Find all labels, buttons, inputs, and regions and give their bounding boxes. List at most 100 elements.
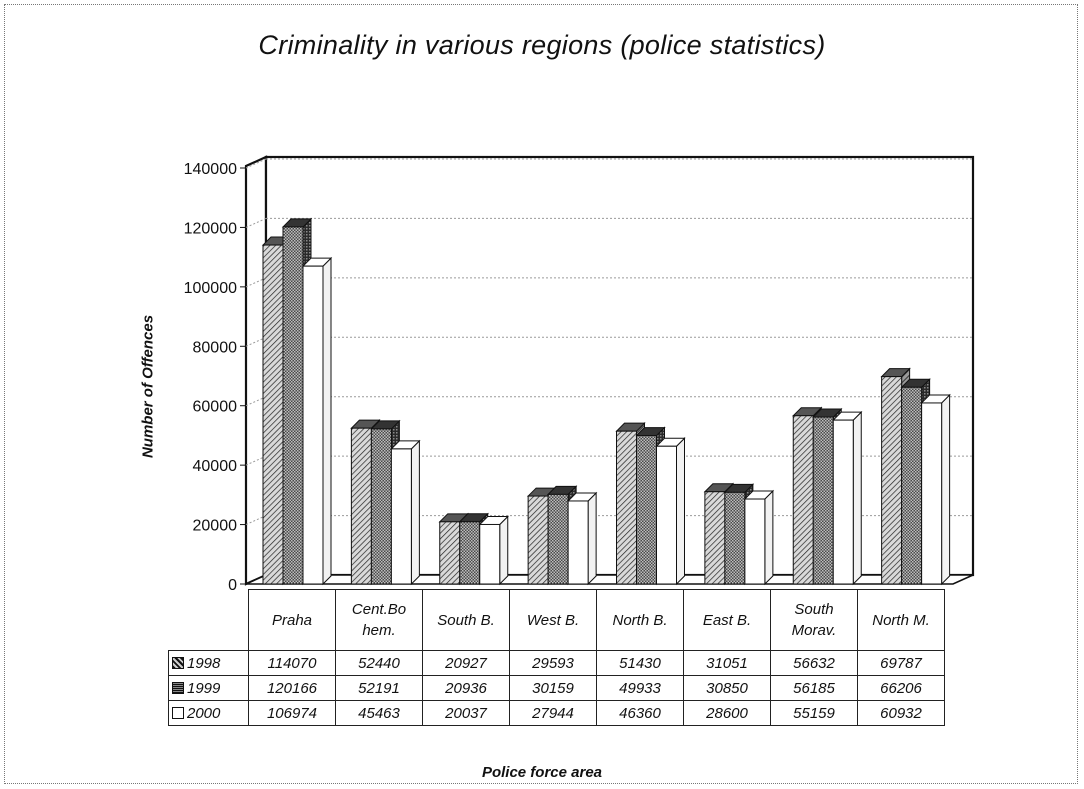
data-label: 30159 (509, 675, 597, 701)
legend-label: 1999 (187, 679, 221, 697)
data-label: 27944 (509, 700, 597, 726)
bar-front (792, 415, 814, 585)
bars (261, 217, 951, 586)
bar-front (262, 244, 284, 585)
bar-front (439, 521, 461, 585)
data-label: 20037 (422, 700, 510, 726)
table-row: 1998 114070 52440 20927 29593 51430 31051 56632… (168, 650, 945, 676)
data-label: 106974 (248, 700, 336, 726)
y-axis-label: Number of Offences (139, 314, 157, 459)
data-label: 114070 (248, 650, 336, 676)
data-label: 45463 (335, 700, 423, 726)
data-label: 56185 (770, 675, 858, 701)
chart-title: Criminality in various regions (police s… (258, 30, 826, 60)
bar (832, 410, 863, 586)
bar-front (479, 523, 501, 585)
bar-front (282, 226, 304, 585)
bar-front (527, 495, 549, 585)
data-label: 30850 (683, 675, 771, 701)
data-label: 55159 (770, 700, 858, 726)
bar-front (370, 428, 392, 585)
data-table: Praha Cent.Bo hem. South B. West B. North B. E… (168, 589, 945, 726)
bar-side (410, 439, 420, 586)
x-tick-label: West B. (509, 589, 597, 651)
bar-front (704, 491, 726, 585)
data-label: 60932 (857, 700, 945, 726)
data-label: 69787 (857, 650, 945, 676)
bar-side (499, 515, 509, 586)
x-tick-label: North M. (857, 589, 945, 651)
legend-swatch (172, 706, 184, 719)
bar-front (567, 500, 589, 585)
data-label: 20927 (422, 650, 510, 676)
table-corner (169, 590, 249, 651)
bar-front (547, 493, 569, 585)
y-tick-label: 40000 (193, 458, 238, 475)
bar (390, 439, 421, 586)
table-row: 2000 106974 45463 20037 27944 46360 28600 55159… (168, 700, 945, 726)
y-tick-label: 140000 (184, 161, 237, 178)
bar-front (636, 435, 657, 585)
x-tick-label: North B. (596, 589, 684, 651)
data-label: 46360 (596, 700, 684, 726)
bar-front (901, 386, 923, 585)
data-label: 31051 (683, 650, 771, 676)
data-label: 29593 (509, 650, 597, 676)
bar-front (812, 416, 834, 585)
bar-side (676, 437, 685, 586)
y-tick-label: 0 (228, 577, 237, 594)
bar-front (616, 430, 637, 585)
bar-side (941, 393, 951, 586)
data-label: 20936 (422, 675, 510, 701)
y-tick-label: 80000 (193, 339, 238, 356)
bar (478, 515, 509, 586)
bar-side (587, 491, 597, 586)
bar-front (390, 448, 412, 585)
legend-entry: 1998 (168, 650, 249, 676)
x-tick-label: South B. (422, 589, 510, 651)
data-label: 56632 (770, 650, 858, 676)
bar-front (744, 498, 766, 585)
bar (301, 256, 333, 586)
y-tick-label: 120000 (184, 220, 237, 237)
bar-front (350, 427, 372, 585)
bar (743, 489, 775, 586)
legend-swatch (172, 656, 184, 669)
bar (566, 491, 598, 586)
bar-side (322, 256, 332, 586)
legend-label: 2000 (187, 704, 221, 722)
y-tick-label: 100000 (184, 280, 237, 297)
legend-entry: 2000 (168, 700, 249, 726)
y-tick-label: 20000 (193, 518, 238, 535)
y-tick-label: 60000 (193, 399, 238, 416)
table-row: 1999 120166 52191 20936 30159 49933 30850 56185… (168, 675, 945, 701)
bar-front (302, 265, 324, 585)
x-tick-label: East B. (683, 589, 771, 651)
data-label: 66206 (857, 675, 945, 701)
bar-side (764, 489, 774, 586)
x-tick-label: Cent.Bo hem. (335, 589, 423, 651)
x-tick-label: South Morav. (770, 589, 858, 651)
bar-front (921, 402, 943, 585)
x-axis-label: Police force area (481, 764, 603, 781)
bar (920, 393, 951, 586)
legend-entry: 1999 (168, 675, 249, 701)
data-label: 49933 (596, 675, 684, 701)
data-label: 120166 (248, 675, 336, 701)
data-label: 28600 (683, 700, 771, 726)
data-label: 52191 (335, 675, 423, 701)
data-label: 52440 (335, 650, 423, 676)
bar (655, 437, 686, 586)
bar-front (832, 419, 854, 585)
bar-front (459, 521, 481, 585)
data-label: 51430 (596, 650, 684, 676)
legend-swatch (172, 681, 184, 694)
chart-frame (4, 4, 1078, 784)
y-axis-ticks: 0 20000 40000 60000 80000 100000 120000 140000 (184, 161, 246, 594)
bar-front (656, 445, 677, 585)
table-header-row: Praha Cent.Bo hem. South B. West B. North B. E… (169, 589, 945, 651)
bar-front (724, 491, 746, 585)
x-tick-label: Praha (248, 589, 336, 651)
bar-side (852, 410, 862, 586)
